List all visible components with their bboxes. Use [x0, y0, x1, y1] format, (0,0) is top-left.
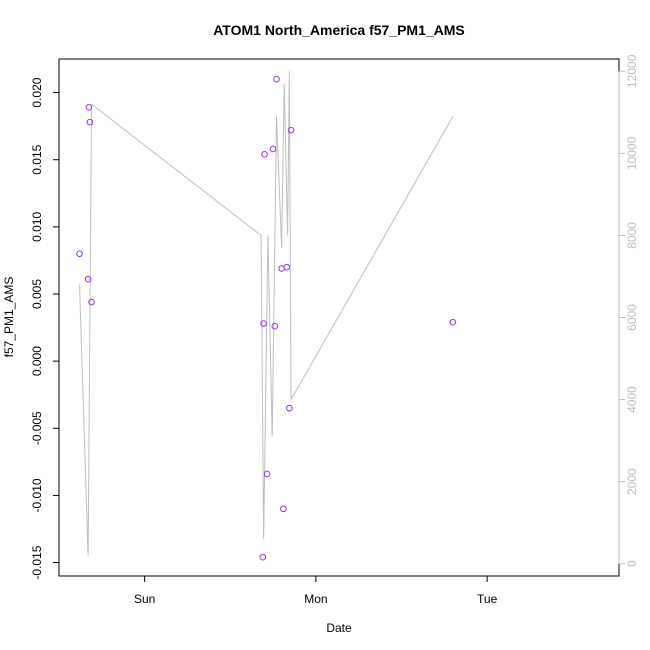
data-point	[286, 404, 293, 412]
data-point	[283, 263, 291, 271]
y-axis: -0.015 -0.010 -0.005 0.000 0.005 0.010 0.015 0.…	[30, 77, 60, 580]
line-series	[79, 71, 454, 556]
chart-title: ATOM1 North_America f57_PM1_AMS	[213, 22, 465, 38]
data-point	[269, 145, 277, 153]
right-tick-label: 10000	[625, 136, 639, 170]
data-point	[271, 322, 279, 330]
x-tick-label: Sun	[134, 592, 155, 606]
y-tick-label: -0.015	[30, 545, 44, 579]
y-axis-label: f57_PM1_AMS	[2, 277, 16, 358]
data-point	[259, 553, 267, 561]
data-point	[260, 320, 267, 327]
x-tick-label: Mon	[304, 592, 327, 606]
data-point	[84, 275, 92, 283]
right-tick-label: 8000	[625, 222, 639, 249]
y-tick-label: 0.010	[30, 212, 44, 242]
right-tick-label: 6000	[625, 304, 639, 331]
point-series	[76, 75, 457, 561]
data-point	[76, 250, 83, 258]
data-point	[261, 151, 268, 158]
right-tick-label: 4000	[625, 386, 639, 413]
data-point	[273, 75, 280, 83]
right-tick-label: 2000	[625, 468, 639, 495]
y-tick-label: 0.020	[30, 77, 44, 107]
series-line	[79, 71, 454, 556]
x-axis-label: Date	[326, 621, 352, 635]
right-tick-label: 0	[625, 560, 639, 567]
right-tick-label: 12000	[625, 54, 639, 88]
right-axis: 0 2000 4000 6000 8000 10000 12000	[618, 54, 639, 567]
data-point	[85, 104, 93, 111]
data-point	[86, 118, 94, 126]
y-tick-label: -0.010	[30, 478, 44, 512]
plot-frame	[58, 58, 620, 577]
y-tick-label: 0.015	[30, 144, 44, 174]
x-axis: Sun Mon Tue	[134, 575, 498, 606]
data-point	[88, 298, 95, 306]
x-tick-label: Tue	[477, 592, 498, 606]
y-tick-label: 0.005	[30, 279, 44, 309]
data-point	[263, 470, 271, 478]
data-point	[280, 505, 287, 513]
data-point	[287, 126, 295, 134]
y-tick-label: -0.005	[30, 411, 44, 445]
y-tick-label: 0.000	[30, 346, 44, 376]
data-point	[449, 318, 457, 326]
